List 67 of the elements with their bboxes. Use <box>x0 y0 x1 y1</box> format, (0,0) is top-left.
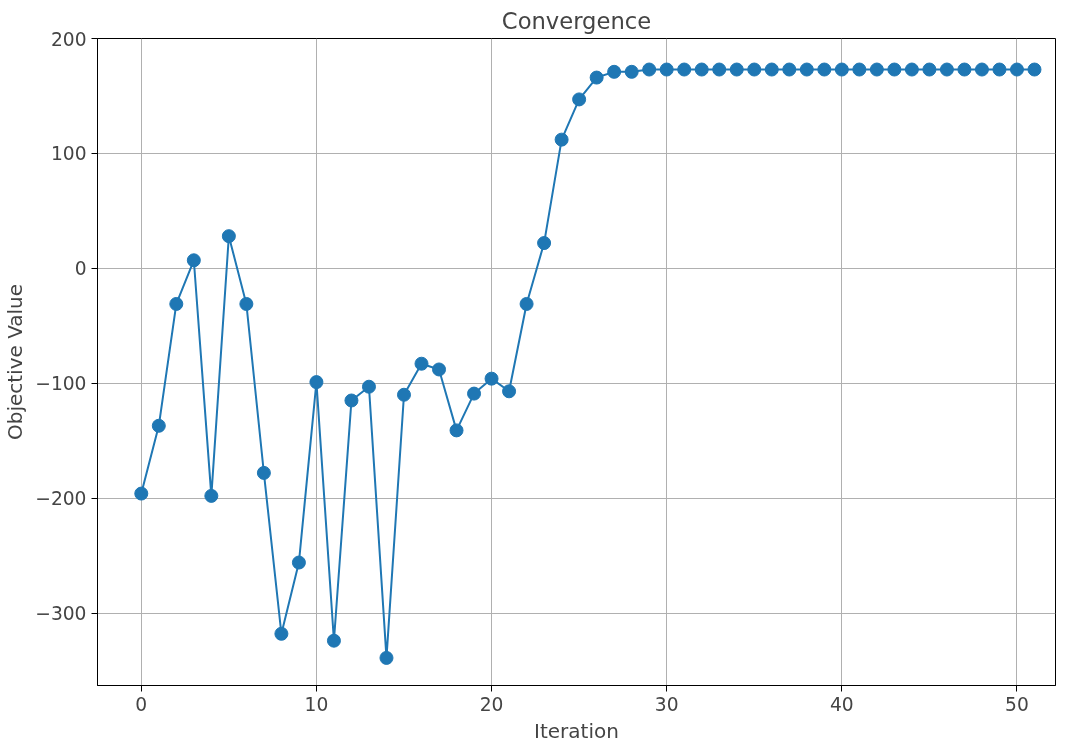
point <box>361 379 376 394</box>
x-tick-label: 50 <box>1005 693 1029 715</box>
point <box>414 356 429 371</box>
point <box>344 393 359 408</box>
point <box>607 64 622 79</box>
x-tick-label: 0 <box>135 693 148 715</box>
point <box>869 62 884 77</box>
point <box>624 64 639 79</box>
point <box>151 418 166 433</box>
point <box>291 555 306 570</box>
point <box>799 62 814 77</box>
point <box>939 62 954 77</box>
point <box>484 371 499 386</box>
point <box>957 62 972 77</box>
point <box>642 62 657 77</box>
point <box>204 488 219 503</box>
point <box>221 229 236 244</box>
point <box>922 62 937 77</box>
point <box>309 375 324 390</box>
point <box>467 386 482 401</box>
point <box>659 62 674 77</box>
point <box>519 296 534 311</box>
point <box>974 62 989 77</box>
point <box>887 62 902 77</box>
point <box>729 62 744 77</box>
y-tick-label: 100 <box>50 143 87 165</box>
point <box>554 132 569 147</box>
y-axis-title: Objective Value <box>3 283 28 441</box>
x-tick-label: 40 <box>829 693 854 715</box>
point <box>1027 62 1042 77</box>
y-tick-label: −200 <box>35 488 87 510</box>
point <box>186 253 201 268</box>
point <box>396 387 411 402</box>
point <box>1009 62 1024 77</box>
point <box>432 362 447 377</box>
point <box>134 486 149 501</box>
point <box>817 62 832 77</box>
point <box>256 465 271 480</box>
x-tick-label: 30 <box>654 693 679 715</box>
point <box>834 62 849 77</box>
point <box>712 62 727 77</box>
x-axis-title: Iteration <box>534 718 619 743</box>
point <box>694 62 709 77</box>
x-tick-label: 10 <box>304 693 329 715</box>
point <box>677 62 692 77</box>
point <box>379 650 394 665</box>
y-tick-label: −300 <box>35 603 87 625</box>
point <box>537 236 552 251</box>
point <box>169 296 184 311</box>
y-tick-label: 0 <box>74 258 87 280</box>
point <box>239 296 254 311</box>
point <box>852 62 867 77</box>
x-tick-label: 20 <box>479 693 504 715</box>
point <box>572 92 587 107</box>
y-tick-label: 200 <box>50 28 87 50</box>
point <box>449 423 464 438</box>
point <box>747 62 762 77</box>
point <box>992 62 1007 77</box>
y-tick-label: −100 <box>35 373 87 395</box>
point <box>274 626 289 641</box>
point <box>764 62 779 77</box>
point <box>326 633 341 648</box>
point <box>502 384 517 399</box>
point <box>904 62 919 77</box>
point <box>782 62 797 77</box>
chart-title: Convergence <box>501 7 652 34</box>
point <box>589 70 604 85</box>
